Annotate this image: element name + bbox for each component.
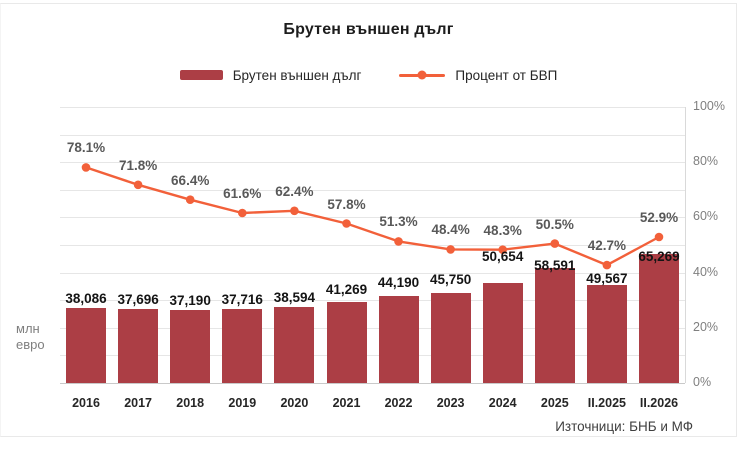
x-axis-label-2019: 2019 bbox=[228, 396, 257, 410]
right-axis-tick-80%: 80% bbox=[693, 154, 719, 169]
bar-2021 bbox=[326, 301, 367, 383]
line-marker-2024 bbox=[498, 245, 508, 254]
line-marker-2019 bbox=[238, 208, 247, 218]
x-axis-label-2023: 2023 bbox=[436, 396, 465, 410]
line-marker-2023 bbox=[446, 245, 455, 254]
x-axis-label-2021: 2021 bbox=[332, 396, 361, 410]
gridline-20 bbox=[60, 327, 685, 329]
pct-label-II.2025: 42.7% bbox=[587, 238, 627, 254]
legend-item-pct: Процент от БВП bbox=[399, 68, 557, 83]
pct-label-2017: 71.8% bbox=[118, 157, 158, 173]
line-series-swatch-icon bbox=[399, 70, 446, 80]
right-axis-tick-60%: 60% bbox=[693, 209, 719, 224]
bar-2016 bbox=[66, 307, 106, 383]
legend-label-pct: Процент от БВП bbox=[455, 67, 558, 83]
bar-value-label-II.2026: 65,269 bbox=[638, 249, 680, 265]
left-axis-unit-label: млн евро bbox=[16, 321, 45, 352]
gridline-40 bbox=[60, 272, 685, 274]
chart-title: Брутен външен дълг bbox=[283, 21, 454, 38]
bar-2017 bbox=[118, 308, 159, 383]
bar-value-label-2024: 50,654 bbox=[482, 249, 524, 265]
bar-value-label-2023: 45,750 bbox=[429, 271, 472, 287]
bar-2024 bbox=[482, 283, 523, 383]
x-axis-label-2020: 2020 bbox=[280, 396, 309, 410]
bar-II.2025 bbox=[586, 285, 627, 383]
bar-series-swatch-icon bbox=[179, 70, 223, 80]
gridline-100 bbox=[60, 107, 685, 108]
pct-label-2021: 57.8% bbox=[327, 196, 366, 212]
bar-2019 bbox=[222, 308, 263, 383]
line-marker-2020 bbox=[290, 206, 299, 216]
pct-label-2022: 51.3% bbox=[379, 214, 418, 230]
pct-label-2018: 66.4% bbox=[171, 172, 210, 188]
legend: Брутен външен дълг Процент от БВП bbox=[0, 66, 737, 84]
line-marker-2022 bbox=[394, 237, 403, 246]
x-axis-label-II.2026: II.2026 bbox=[639, 396, 679, 410]
pct-label-II.2026: 52.9% bbox=[639, 210, 679, 225]
bar-value-label-II.2025: 49,567 bbox=[586, 271, 628, 287]
plot-right-border bbox=[685, 107, 686, 383]
line-marker-2018 bbox=[185, 195, 195, 204]
x-axis-label-2017: 2017 bbox=[124, 396, 152, 410]
right-axis-tick-100%: 100% bbox=[693, 99, 725, 113]
pct-of-gdp-line bbox=[85, 166, 660, 267]
bar-II.2026 bbox=[639, 254, 679, 383]
x-axis-label-2025: 2025 bbox=[540, 396, 569, 410]
pct-label-2025: 50.5% bbox=[535, 216, 574, 232]
pct-label-2023: 48.4% bbox=[431, 222, 470, 238]
bar-2025 bbox=[534, 267, 575, 383]
line-marker-icon bbox=[417, 70, 427, 80]
right-axis-tick-20%: 20% bbox=[693, 319, 719, 334]
line-marker-2016 bbox=[81, 163, 91, 172]
x-axis-label-2016: 2016 bbox=[72, 396, 100, 410]
pct-label-2016: 78.1% bbox=[66, 140, 106, 156]
line-marker-2021 bbox=[342, 219, 351, 228]
pct-label-2024: 48.3% bbox=[483, 222, 522, 238]
x-axis-label-II.2025: II.2025 bbox=[587, 396, 626, 410]
gridline-10 bbox=[60, 355, 685, 357]
chart-frame bbox=[0, 3, 737, 437]
bar-value-label-2019: 37,716 bbox=[221, 291, 263, 307]
source-note: Източници: БНБ и МФ bbox=[555, 419, 693, 434]
bar-value-label-2017: 37,696 bbox=[117, 291, 159, 307]
gridline-80 bbox=[60, 162, 685, 164]
x-axis-baseline bbox=[60, 383, 685, 384]
x-axis-label-2018: 2018 bbox=[176, 396, 205, 410]
bar-value-label-2022: 44,190 bbox=[377, 274, 420, 290]
line-marker-2017 bbox=[133, 180, 143, 190]
bar-value-label-2021: 41,269 bbox=[325, 281, 368, 297]
gridline-90 bbox=[60, 134, 685, 136]
legend-label-debt: Брутен външен дълг bbox=[232, 67, 362, 83]
bar-2023 bbox=[430, 292, 471, 383]
line-marker-II.2026 bbox=[654, 232, 664, 242]
gridline-70 bbox=[60, 189, 685, 191]
line-marker-2025 bbox=[550, 239, 560, 248]
gridline-30 bbox=[60, 300, 685, 302]
bar-value-label-2020: 38,594 bbox=[273, 289, 316, 305]
x-axis-label-2022: 2022 bbox=[384, 396, 413, 410]
bar-2020 bbox=[274, 306, 315, 383]
right-axis-tick-0%: 0% bbox=[693, 375, 712, 389]
pct-label-2019: 61.6% bbox=[223, 186, 262, 201]
bar-2018 bbox=[170, 309, 211, 383]
gridline-60 bbox=[60, 217, 685, 219]
pct-label-2020: 62.4% bbox=[275, 183, 314, 199]
legend-item-debt: Брутен външен дълг bbox=[179, 67, 362, 83]
right-axis-tick-40%: 40% bbox=[693, 264, 719, 279]
bar-value-label-2018: 37,190 bbox=[169, 292, 211, 308]
x-axis-label-2024: 2024 bbox=[488, 396, 517, 410]
line-marker-II.2025 bbox=[602, 260, 612, 270]
bar-2022 bbox=[378, 295, 419, 383]
bar-value-label-2025: 58,591 bbox=[534, 257, 576, 273]
gridline-50 bbox=[60, 245, 685, 246]
bar-value-label-2016: 38,086 bbox=[65, 290, 107, 306]
